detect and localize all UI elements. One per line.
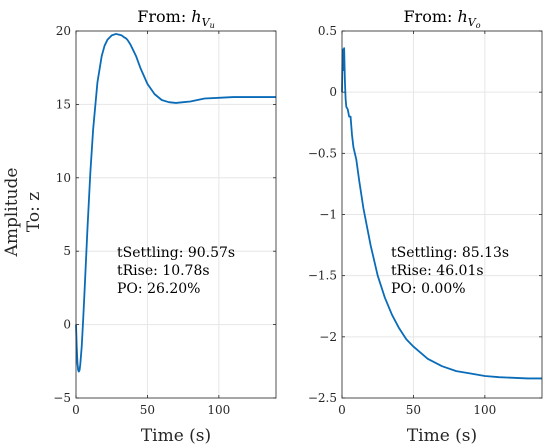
x-tick-label: 100: [207, 403, 230, 417]
x-tick-label: 50: [406, 403, 421, 417]
y-tick-label: −2: [319, 330, 337, 344]
y-tick-label: 0: [63, 318, 71, 332]
y-tick-label: 10: [56, 171, 71, 185]
y-tick-label: 20: [56, 24, 71, 38]
y-axis-sublabel: To: z: [24, 192, 44, 232]
x-axis-label: Time (s): [141, 426, 211, 446]
x-tick-label: 50: [140, 403, 155, 417]
series-line: [341, 47, 542, 380]
annotation-text: tRise: 46.01s: [391, 263, 484, 279]
y-tick-label: −1: [319, 208, 337, 222]
series-line: [75, 33, 276, 373]
x-tick-label: 0: [72, 403, 80, 417]
annotation-text: tRise: 10.78s: [117, 263, 210, 279]
annotation-text: tSettling: 90.57s: [117, 245, 235, 261]
y-tick-label: −2.5: [308, 391, 337, 405]
annotation-text: PO: 0.00%: [391, 281, 466, 297]
y-tick-label: −5: [53, 391, 71, 405]
x-axis-label: Time (s): [407, 426, 477, 446]
x-tick-label: 0: [338, 403, 346, 417]
y-tick-label: 5: [63, 244, 71, 258]
y-tick-label: 15: [56, 97, 71, 111]
axes-box: [75, 30, 277, 399]
panel-from-hvo: 0 50 100 −2.5 −2 −1.5 −1 −0.5 0 0.5 From: hVo Time …: [308, 7, 543, 446]
y-tick-label: −1.5: [308, 269, 337, 283]
y-tick-label: 0.5: [318, 24, 337, 38]
annotation-text: PO: 26.20%: [117, 281, 200, 297]
y-tick-label: 0: [329, 85, 337, 99]
x-tick-label: 100: [473, 403, 496, 417]
y-tick-label: −0.5: [308, 146, 337, 160]
panel-title: From: hVo: [403, 7, 480, 30]
panel-title: From: hVu: [137, 7, 214, 30]
y-axis-label: Amplitude: [2, 168, 22, 258]
annotation-text: tSettling: 85.13s: [391, 245, 509, 261]
